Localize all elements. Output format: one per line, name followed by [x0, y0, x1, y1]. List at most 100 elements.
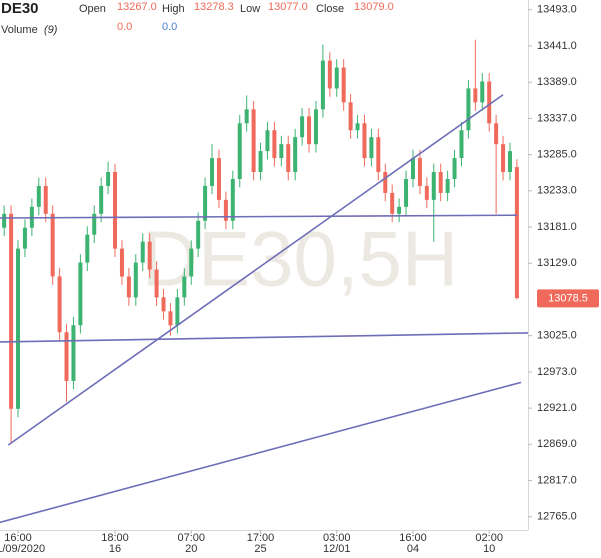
candle-body: [376, 137, 381, 173]
x-tick-time: 07:00: [177, 532, 205, 544]
y-tick-label: 13285.0: [537, 149, 577, 161]
candle-body: [119, 248, 124, 277]
candle-body: [210, 158, 215, 186]
candle-body: [147, 241, 152, 270]
candle-body: [85, 234, 90, 263]
x-tick-date: 12/01: [323, 543, 351, 555]
candle-body: [480, 81, 485, 103]
x-tick-time: 16:00: [4, 532, 32, 544]
trend-line: [0, 381, 522, 524]
candle-body: [334, 67, 339, 89]
candle-body: [175, 297, 180, 326]
y-tick-label: 12869.0: [537, 438, 577, 450]
candle-body: [265, 130, 270, 152]
candle-body: [203, 185, 208, 221]
low-label: Low: [240, 3, 260, 15]
candle-body: [216, 158, 221, 200]
candle-body: [92, 213, 97, 235]
candle-body: [507, 151, 512, 173]
volume-b: 0.0: [162, 21, 177, 33]
candle-body: [106, 172, 111, 186]
volume-a: 0.0: [117, 21, 132, 33]
y-tick-label: 13389.0: [537, 76, 577, 88]
high-value: 13278.3: [194, 1, 234, 13]
candle-body: [445, 178, 450, 193]
y-tick-label: 13025.0: [537, 330, 577, 342]
candle-body: [417, 158, 422, 186]
symbol: DE30: [1, 0, 39, 17]
low-value: 13077.0: [268, 1, 308, 13]
candle-body: [397, 206, 402, 214]
candle-body: [43, 185, 48, 214]
candle-body: [113, 172, 118, 249]
y-tick-label: 13129.0: [537, 257, 577, 269]
y-tick-label: 12973.0: [537, 366, 577, 378]
candle-body: [307, 116, 312, 145]
plot: [0, 39, 529, 524]
x-tick-time: 18:00: [101, 532, 129, 544]
trend-line: [0, 332, 529, 343]
trend-line: [0, 214, 517, 219]
candle-body: [279, 144, 284, 159]
x-tick-date: 20: [185, 543, 197, 555]
y-tick-label: 12765.0: [537, 511, 577, 523]
candle-body: [487, 81, 492, 124]
candle-body: [50, 213, 55, 277]
candle-body: [258, 151, 263, 173]
candle-body: [452, 158, 457, 179]
candle-body: [327, 60, 332, 89]
candle-body: [272, 130, 277, 159]
candle-body: [99, 185, 104, 214]
candle-body: [494, 123, 499, 145]
candle-body: [223, 199, 228, 221]
candle-body: [300, 116, 305, 138]
candle-body: [237, 123, 242, 179]
candle-body: [16, 248, 21, 409]
candle-body: [189, 248, 194, 277]
candle-body: [182, 276, 187, 298]
watermark: DE30,5H: [142, 215, 459, 303]
y-tick-label: 13181.0: [537, 221, 577, 233]
candle-body: [154, 269, 159, 298]
candle-body: [126, 276, 131, 298]
candle-body: [369, 137, 374, 159]
high-label: High: [162, 3, 185, 15]
x-tick-date: 10: [483, 543, 495, 555]
open-label: Open: [79, 3, 106, 15]
x-tick-date: 16: [109, 543, 121, 555]
y-tick-label: 13441.0: [537, 40, 577, 52]
candle-body: [140, 241, 145, 263]
candle-body: [36, 185, 41, 207]
x-tick-time: 16:00: [399, 532, 427, 544]
y-tick-label: 12921.0: [537, 402, 577, 414]
x-tick-date: 25: [254, 543, 266, 555]
last-price-tag: [537, 289, 599, 308]
candle-body: [501, 144, 506, 173]
candle-body: [348, 102, 353, 131]
candle-body: [71, 325, 76, 381]
x-tick-date: 04: [407, 543, 419, 555]
candle-body: [9, 213, 14, 409]
candle-body: [251, 109, 256, 173]
legend-bg: [0, 0, 420, 40]
candle-body: [410, 158, 415, 179]
close-value: 13079.0: [354, 1, 394, 13]
candle-body: [390, 192, 395, 214]
candle-body: [244, 109, 249, 124]
candle-body: [293, 137, 298, 173]
y-tick-label: 13337.0: [537, 112, 577, 124]
candle-body: [320, 60, 325, 110]
candle-body: [341, 67, 346, 103]
candle-body: [473, 88, 478, 103]
candle-body: [466, 88, 471, 131]
candle-body: [133, 262, 138, 298]
candle-body: [230, 178, 235, 221]
candle-body: [431, 172, 436, 200]
candle-body: [57, 276, 62, 333]
x-tick-time: 17:00: [247, 532, 275, 544]
x-tick-date: 11/09/2020: [0, 543, 45, 555]
close-label: Close: [316, 3, 344, 15]
candle-body: [161, 297, 166, 312]
candle-body: [286, 144, 291, 173]
